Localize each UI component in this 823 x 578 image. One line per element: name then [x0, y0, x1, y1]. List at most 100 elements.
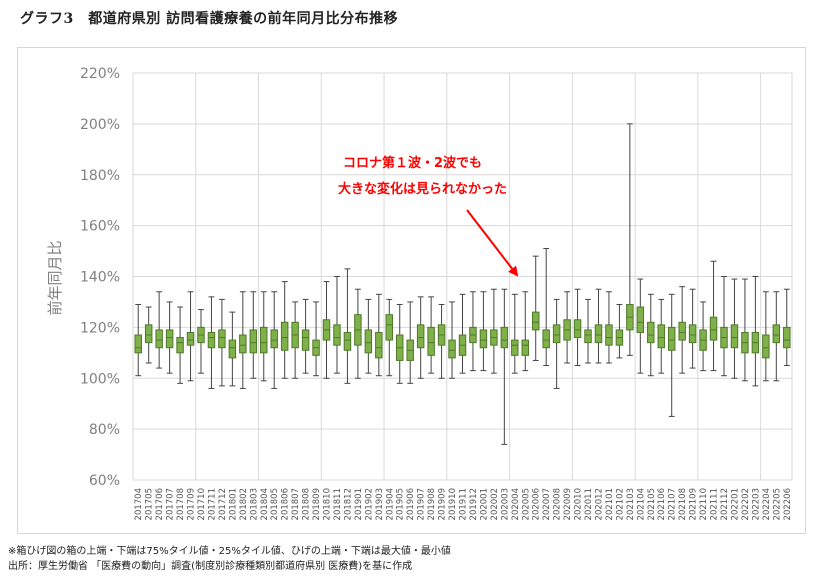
box-202111 — [709, 260, 718, 372]
box-201708 — [176, 306, 184, 384]
x-tick-label: 202111 — [710, 488, 720, 520]
box-201710 — [197, 309, 205, 374]
box-iqr — [605, 324, 613, 346]
x-tick-label: 201709 — [187, 488, 197, 520]
box-iqr — [479, 329, 488, 349]
x-tick-label: 202201 — [730, 488, 740, 520]
box-202108 — [678, 286, 686, 374]
annotation-line-1: コロナ第１波・2波でも — [343, 155, 482, 171]
box-202104 — [636, 278, 645, 374]
footnote-boxplot: ※箱ひげ図の箱の上端・下端は75%タイル値・25%タイル値、ひげの上端・下端は最… — [8, 546, 451, 557]
x-tick-label: 201901 — [354, 488, 364, 520]
box-iqr — [144, 324, 153, 344]
y-tick-label: 140% — [80, 270, 120, 286]
box-201904 — [385, 298, 394, 377]
box-iqr — [270, 329, 278, 349]
boxplot-chart: 60% 80% 100% 120% 140% 160% 180% 200% 220% 20170… — [46, 66, 793, 520]
y-tick-label: 220% — [80, 66, 120, 82]
x-tick-label: 201912 — [469, 488, 479, 520]
box-201803 — [249, 291, 258, 379]
annotation-arrow — [466, 209, 519, 277]
x-tick-label: 201908 — [427, 488, 437, 520]
box-layer — [134, 123, 791, 445]
box-201908 — [427, 296, 435, 374]
box-202205 — [772, 291, 781, 382]
box-201809 — [312, 301, 320, 377]
box-201801 — [228, 311, 237, 387]
footnote-source: 出所：厚生労働省 「医療費の動向」調査(制度別診療種類別都道府県別 医療費)を基… — [8, 561, 413, 572]
x-tick-label: 202108 — [678, 488, 688, 520]
box-iqr — [709, 316, 718, 341]
box-201907 — [416, 296, 425, 379]
x-tick-label: 202003 — [500, 488, 510, 520]
x-tick-label: 202006 — [532, 488, 542, 520]
y-tick-label: 180% — [80, 168, 120, 184]
box-iqr — [657, 324, 665, 349]
x-tick-label: 201708 — [176, 488, 186, 520]
x-tick-label: 201808 — [302, 488, 312, 520]
box-201706 — [155, 291, 163, 369]
box-202003 — [500, 288, 509, 445]
x-tick-label: 201704 — [134, 488, 144, 520]
box-iqr — [448, 339, 456, 359]
box-iqr — [772, 324, 781, 344]
box-202206 — [783, 288, 791, 367]
x-tick-label: 201809 — [312, 488, 322, 520]
box-iqr — [280, 321, 289, 351]
box-iqr — [688, 324, 697, 344]
box-iqr — [730, 324, 739, 349]
box-202005 — [521, 291, 530, 372]
box-iqr — [783, 326, 791, 349]
box-iqr — [678, 321, 686, 341]
x-tick-label: 202102 — [615, 488, 625, 520]
box-iqr — [207, 331, 216, 349]
x-tick-label: 202205 — [772, 488, 782, 520]
x-tick-label: 202107 — [668, 488, 678, 520]
x-tick-label: 202103 — [626, 488, 636, 520]
box-201810 — [322, 281, 331, 379]
box-201705 — [144, 306, 153, 364]
box-202004 — [511, 293, 519, 374]
box-202101 — [605, 291, 613, 364]
box-202008 — [552, 298, 561, 389]
box-iqr — [364, 329, 373, 354]
box-iqr — [573, 319, 582, 339]
x-tick-label: 202206 — [783, 488, 793, 520]
box-202107 — [667, 293, 676, 417]
x-tick-label: 201807 — [291, 488, 301, 520]
box-201811 — [333, 276, 341, 374]
grid-layer — [132, 72, 793, 481]
x-axis-ticks: 201704 201705 201706 201707 201708 201709 2017… — [134, 488, 793, 520]
y-tick-label: 100% — [80, 371, 120, 387]
x-tick-label: 201810 — [323, 488, 333, 520]
x-tick-label: 201802 — [239, 488, 249, 520]
box-201707 — [165, 301, 174, 374]
box-iqr — [416, 324, 425, 349]
box-202009 — [563, 291, 571, 364]
x-tick-label: 202104 — [636, 488, 646, 520]
box-iqr — [511, 339, 519, 356]
box-iqr — [176, 337, 184, 354]
chart-title: グラフ3 都道府県別 訪問看護療養の前年同月比分布推移 — [20, 11, 399, 27]
box-201909 — [437, 303, 446, 379]
box-iqr — [385, 314, 394, 341]
x-tick-label: 202002 — [490, 488, 500, 520]
annotation: コロナ第１波・2波でも 大きな変化は見られなかった — [338, 155, 519, 277]
x-tick-label: 201911 — [459, 488, 469, 520]
x-tick-label: 201902 — [364, 488, 374, 520]
box-iqr — [542, 329, 550, 349]
x-tick-label: 201903 — [375, 488, 385, 520]
x-tick-label: 202106 — [657, 488, 667, 520]
box-201808 — [301, 298, 310, 374]
x-tick-label: 201707 — [166, 488, 176, 520]
x-tick-label: 202109 — [689, 488, 699, 520]
box-iqr — [228, 339, 237, 359]
box-201910 — [448, 301, 456, 379]
x-tick-label: 201801 — [228, 488, 238, 520]
box-201806 — [280, 281, 289, 379]
box-iqr — [186, 331, 195, 346]
box-iqr — [552, 324, 561, 344]
x-tick-label: 201805 — [270, 488, 280, 520]
box-202102 — [615, 303, 624, 359]
x-tick-label: 202005 — [521, 488, 531, 520]
